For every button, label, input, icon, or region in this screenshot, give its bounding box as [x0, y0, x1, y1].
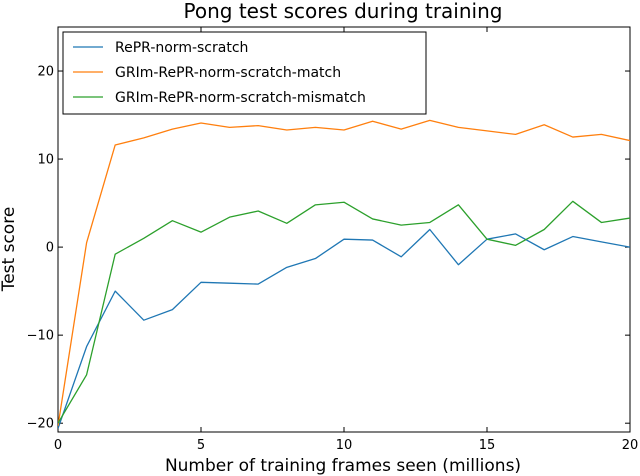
y-axis-label: Test score	[0, 207, 19, 293]
x-tick-label: 0	[54, 438, 62, 453]
legend-label-1: RePR-norm-scratch	[115, 40, 248, 56]
x-axis-label: Number of training frames seen (millions…	[165, 456, 521, 476]
x-tick-label: 15	[479, 438, 496, 453]
axes: 0 5 10 15 20 −20 −10 0 10 20	[27, 26, 639, 453]
y-tick-label: 20	[37, 65, 54, 80]
y-tick-label: 0	[46, 241, 54, 256]
legend-label-2: GRIm-RePR-norm-scratch-match	[115, 65, 341, 81]
y-tick-label: −10	[27, 329, 54, 344]
y-tick-label: 10	[37, 153, 54, 168]
series-line-1	[58, 228, 630, 429]
x-tick-label: 20	[622, 438, 639, 453]
y-tick-label: −20	[27, 417, 54, 432]
chart-title: Pong test scores during training	[184, 0, 503, 23]
series-line-3	[58, 200, 630, 424]
legend-label-3: GRIm-RePR-norm-scratch-mismatch	[115, 90, 366, 106]
x-tick-label: 5	[197, 438, 205, 453]
legend-box	[62, 31, 427, 115]
series-line-2	[58, 119, 630, 426]
x-tick-label: 10	[336, 438, 353, 453]
plot-frame	[57, 26, 631, 433]
legend: RePR-norm-scratch GRIm-RePR-norm-scratch-…	[62, 31, 427, 115]
series-layer	[58, 119, 630, 429]
